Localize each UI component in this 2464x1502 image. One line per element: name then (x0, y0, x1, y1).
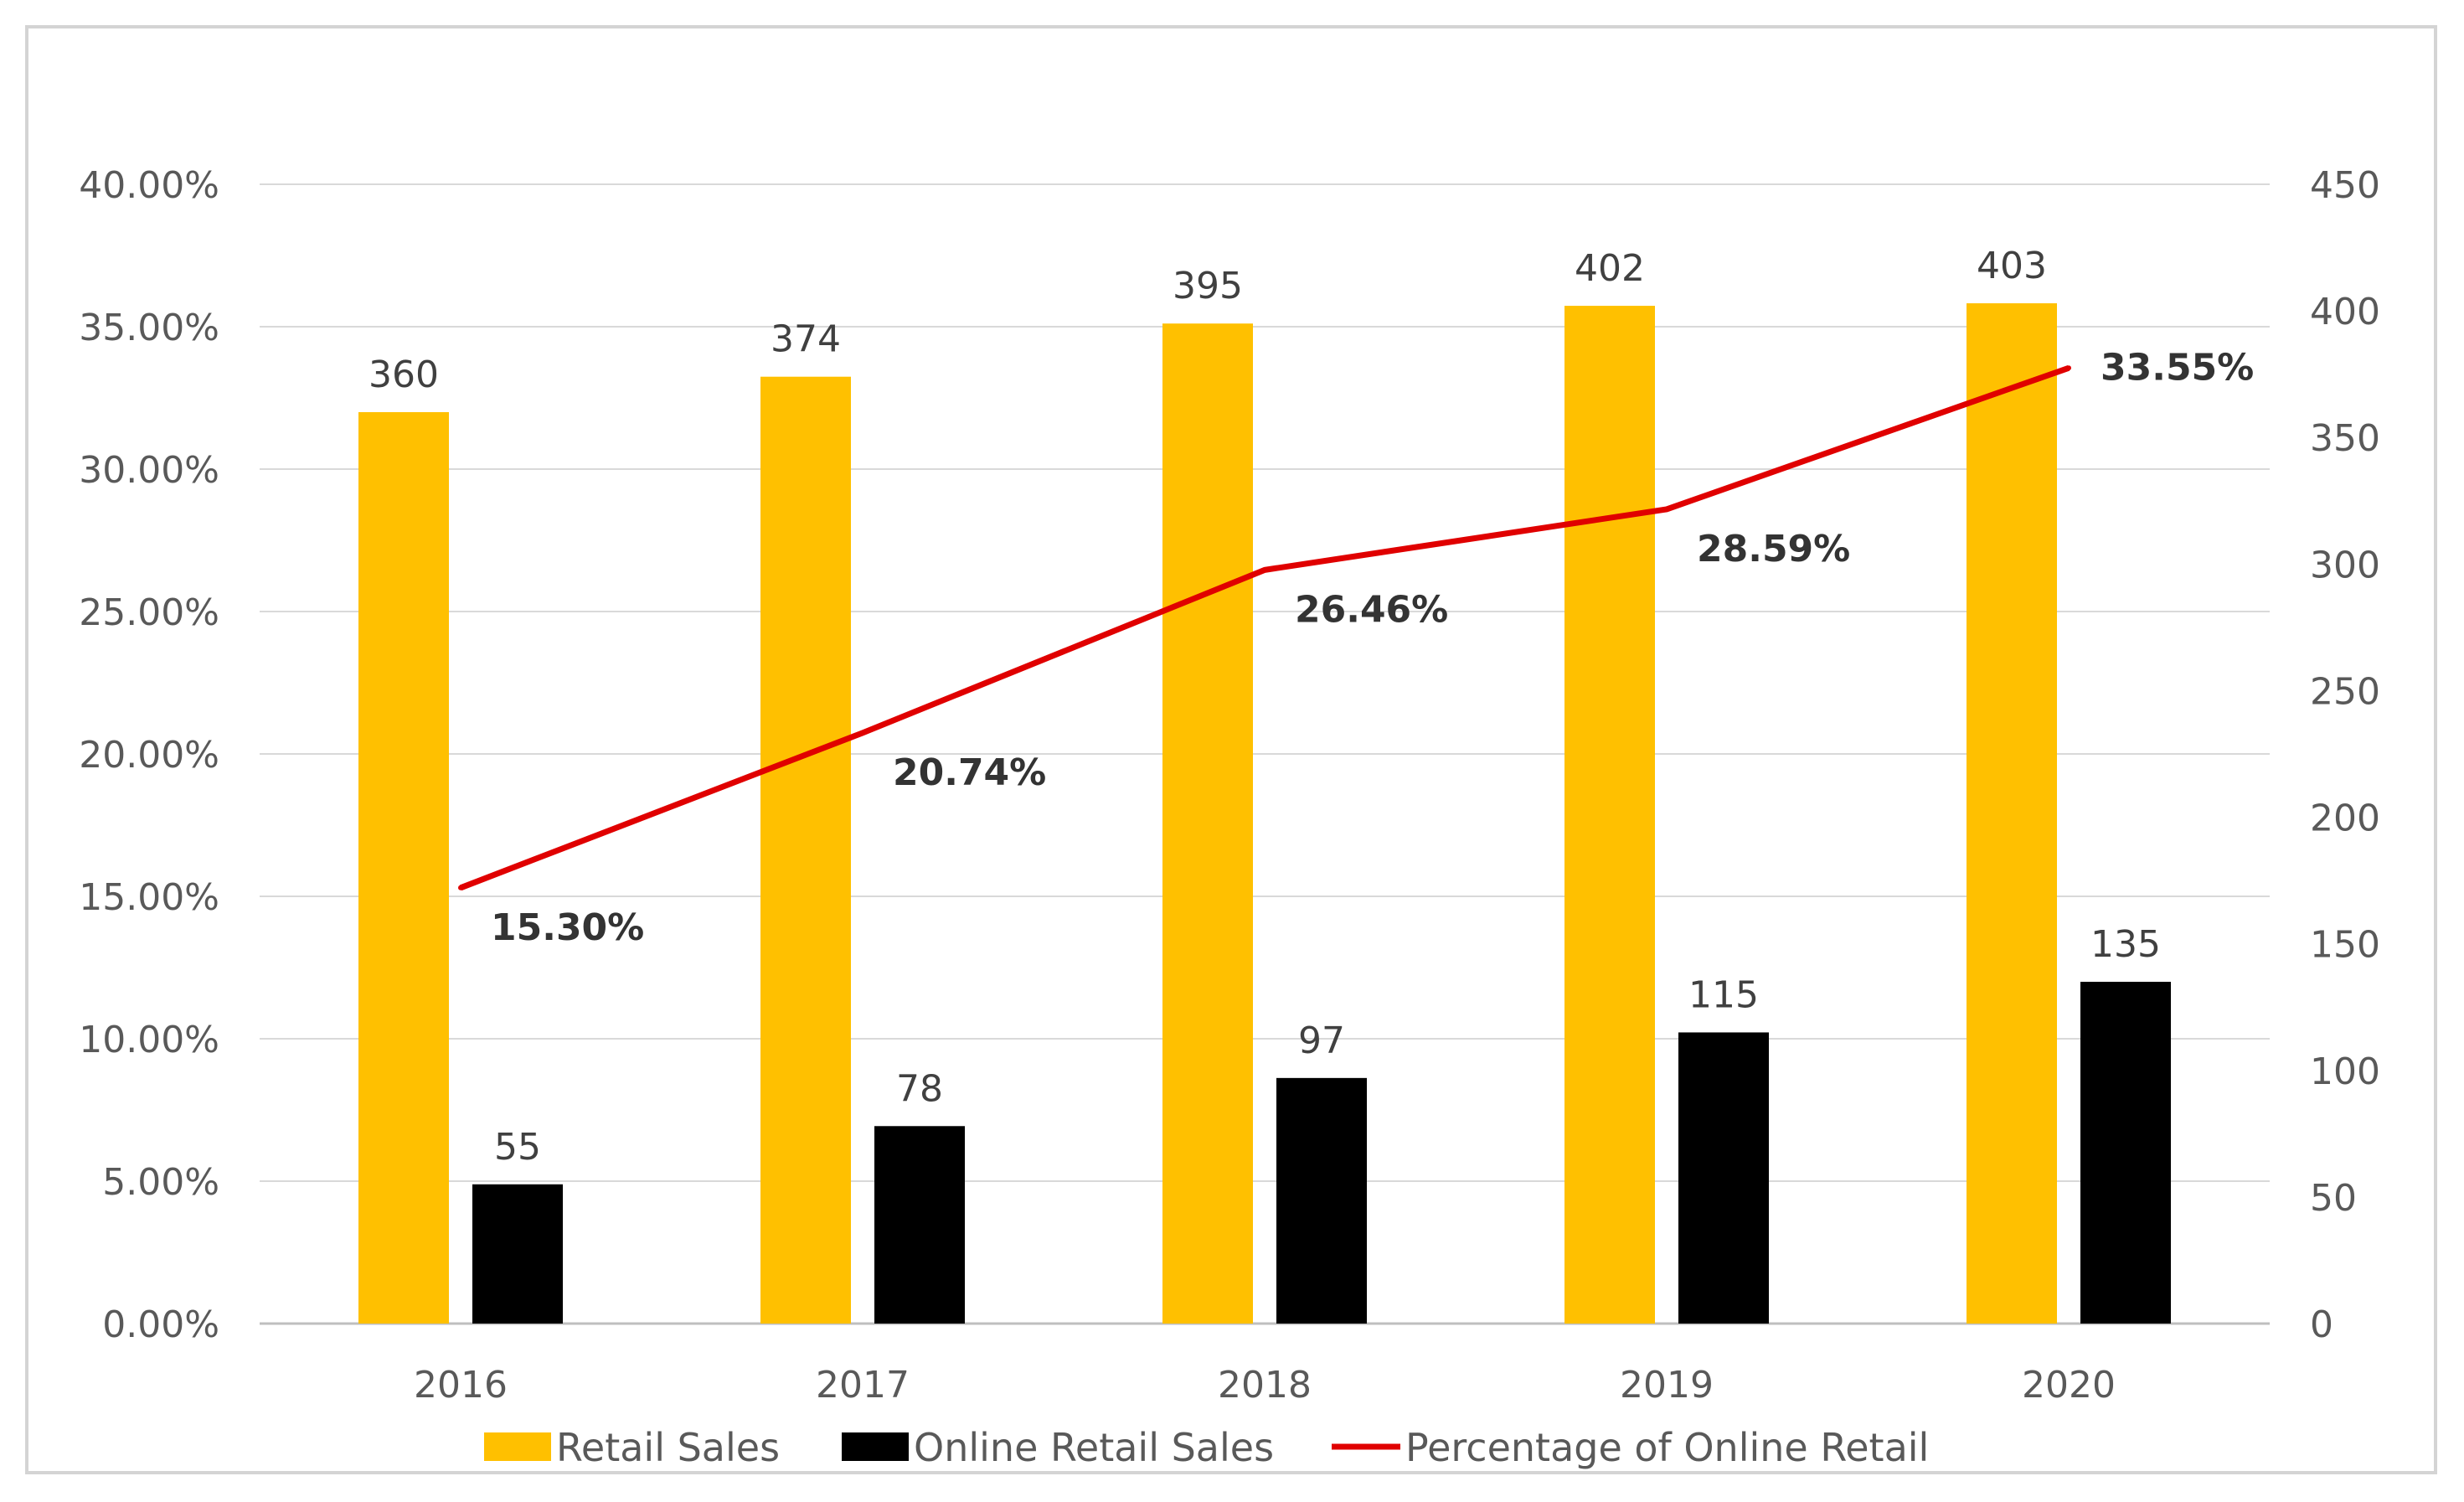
gridlines (260, 183, 2270, 1325)
right-axis-tick-label: 0 (2310, 1303, 2333, 1346)
bars (358, 303, 2171, 1324)
bar-online-retail-sales (1276, 1077, 1367, 1324)
left-y-axis: 0.00% 5.00% 10.00% 15.00% 20.00% 25.00% 30.00%… (79, 164, 219, 1346)
bar-retail-sales (358, 412, 449, 1324)
right-axis-tick-label: 450 (2310, 164, 2380, 207)
right-y-axis: 0 50 100 150 200 250 300 350 400 450 (2310, 164, 2380, 1346)
left-axis-tick-label: 40.00% (79, 164, 219, 207)
left-axis-tick-label: 35.00% (79, 307, 219, 349)
bar-value-label: 374 (771, 318, 841, 361)
bar-value-label: 360 (369, 354, 439, 396)
bar-online-retail-sales (2080, 982, 2171, 1324)
legend-label-percentage-online-retail: Percentage of Online Retail (1405, 1425, 1929, 1470)
bar-value-label: 403 (1977, 245, 2047, 287)
legend: Retail Sales Online Retail Sales Percent… (484, 1425, 1929, 1470)
right-axis-tick-label: 50 (2310, 1177, 2357, 1220)
left-axis-tick-label: 0.00% (102, 1303, 219, 1346)
percentage-label: 33.55% (2101, 346, 2254, 389)
bar-retail-sales (1162, 323, 1253, 1324)
percentage-line-point (2066, 365, 2071, 371)
right-axis-tick-label: 400 (2310, 291, 2380, 333)
left-axis-tick-label: 20.00% (79, 734, 219, 777)
right-axis-tick-label: 350 (2310, 417, 2380, 460)
data-labels: 360 374 395 402 403 55 78 97 115 135 15.30% 20.74% 2… (369, 245, 2254, 1169)
legend-swatch-online-retail-sales (842, 1432, 909, 1461)
x-axis-tick-label: 2019 (1620, 1364, 1714, 1407)
bar-value-label: 135 (2090, 923, 2161, 966)
bar-online-retail-sales (874, 1126, 965, 1324)
percentage-line-point (860, 730, 865, 736)
percentage-line-path (459, 364, 2070, 891)
bar-value-label: 78 (896, 1067, 943, 1110)
right-axis-tick-label: 100 (2310, 1050, 2380, 1093)
bar-retail-sales (1967, 303, 2057, 1324)
left-axis-tick-label: 10.00% (79, 1019, 219, 1061)
bar-retail-sales (760, 376, 851, 1324)
percentage-label: 28.59% (1697, 528, 1850, 570)
bar-value-label: 55 (494, 1126, 541, 1169)
left-axis-tick-label: 15.00% (79, 876, 219, 919)
legend-swatch-retail-sales (484, 1432, 551, 1461)
right-axis-tick-label: 250 (2310, 670, 2380, 713)
bar-retail-sales (1564, 306, 1655, 1324)
right-axis-tick-label: 300 (2310, 544, 2380, 586)
right-axis-tick-label: 150 (2310, 924, 2380, 967)
bar-value-label: 402 (1575, 247, 1645, 290)
left-axis-tick-label: 25.00% (79, 591, 219, 634)
bar-value-label: 97 (1298, 1019, 1345, 1062)
percentage-line-point (458, 885, 463, 890)
right-axis-tick-label: 200 (2310, 797, 2380, 840)
percentage-label: 15.30% (491, 906, 644, 949)
legend-label-online-retail-sales: Online Retail Sales (914, 1425, 1274, 1470)
legend-label-retail-sales: Retail Sales (556, 1425, 780, 1470)
bar-online-retail-sales (472, 1184, 563, 1324)
left-axis-tick-label: 5.00% (102, 1161, 219, 1204)
x-axis: 2016 2017 2018 2019 2020 (414, 1364, 2116, 1407)
bar-value-label: 395 (1173, 265, 1243, 307)
x-axis-tick-label: 2018 (1218, 1364, 1312, 1407)
percentage-label: 20.74% (893, 751, 1046, 794)
x-axis-tick-label: 2016 (414, 1364, 508, 1407)
x-axis-tick-label: 2020 (2022, 1364, 2116, 1407)
percentage-line-point (1664, 506, 1669, 512)
x-axis-tick-label: 2017 (816, 1364, 910, 1407)
left-axis-tick-label: 30.00% (79, 449, 219, 492)
percentage-line-point (1262, 567, 1267, 573)
percentage-line (458, 364, 2071, 891)
bar-online-retail-sales (1678, 1032, 1769, 1324)
bar-value-label: 115 (1688, 973, 1759, 1016)
percentage-label: 26.46% (1295, 588, 1448, 631)
